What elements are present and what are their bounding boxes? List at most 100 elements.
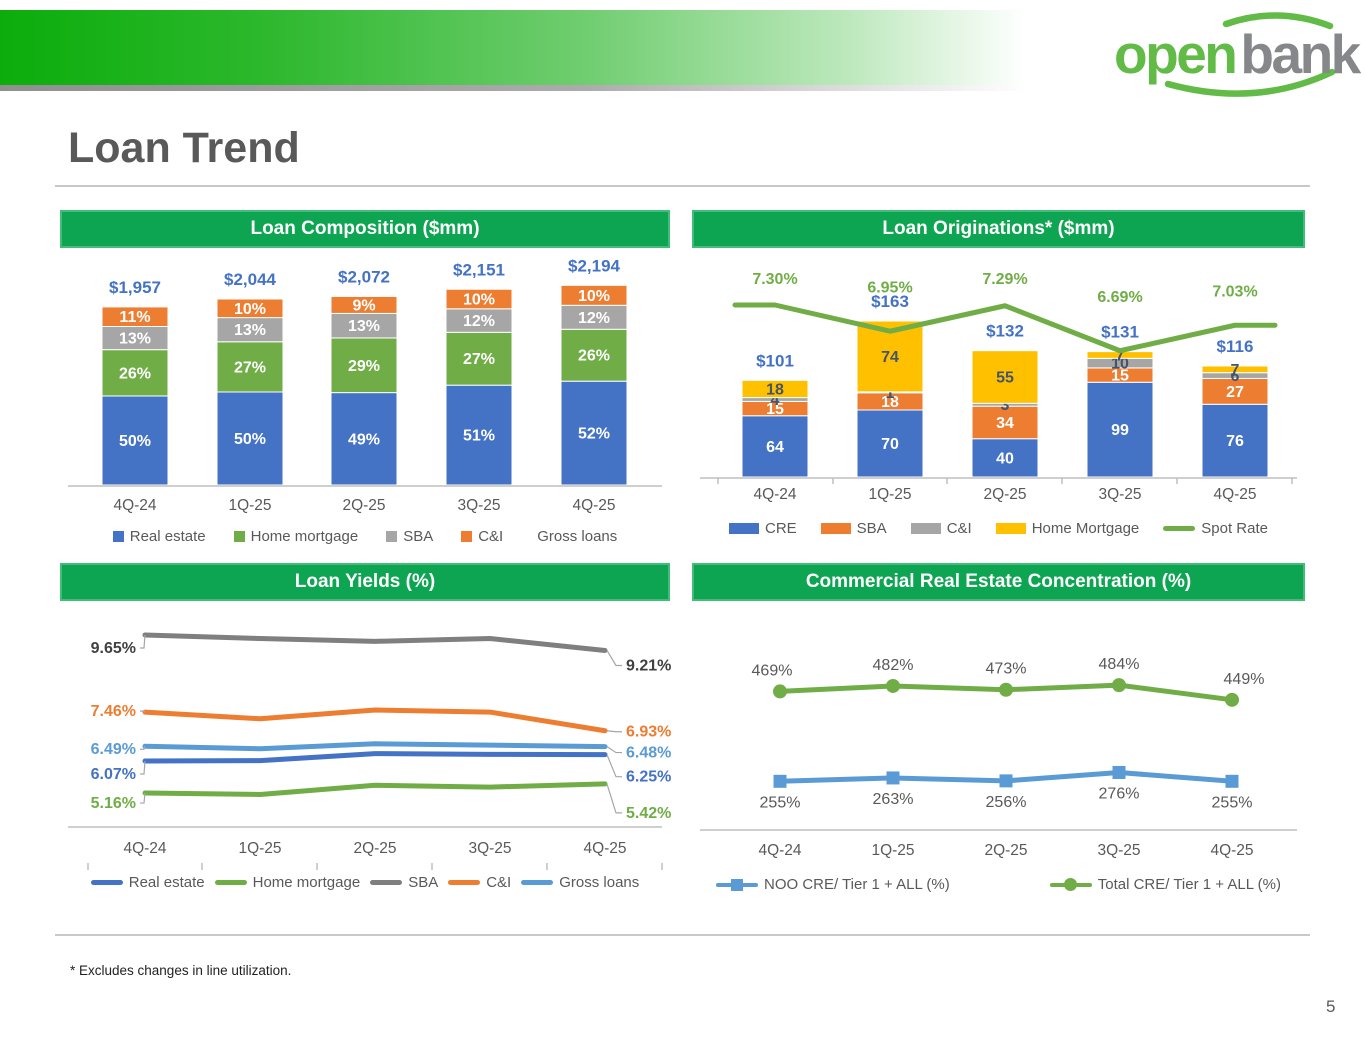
bar-segment-label: 13%	[348, 318, 380, 335]
series-start-label: 7.46%	[91, 703, 136, 720]
bar-segment	[560, 380, 628, 486]
callout-connector	[606, 650, 622, 667]
category-label: 1Q-25	[868, 486, 911, 503]
category-label: 4Q-25	[572, 497, 615, 514]
category-label: 2Q-25	[984, 842, 1027, 859]
bar-segment	[971, 405, 1039, 440]
bar-segment-label: 10%	[463, 292, 495, 309]
bar-segment-label: 29%	[348, 358, 380, 375]
legend-marker-square	[233, 531, 245, 542]
spot-rate-label: 7.30%	[752, 271, 797, 288]
legend-item: Home mortgage	[214, 874, 361, 891]
legend-loan-composition: Real estate Home mortgage SBA C&I Gross loan…	[60, 528, 670, 545]
header-gradient-bar	[0, 10, 1058, 85]
bar-total-label: $1,957	[109, 278, 161, 297]
bar-segment	[1086, 381, 1154, 478]
series-end-label: 9.21%	[626, 657, 671, 674]
bar-segment	[1201, 377, 1269, 405]
callout-connector	[140, 760, 146, 775]
legend-label: CRE	[765, 520, 797, 537]
bar-total-label: $2,194	[568, 256, 621, 275]
cre-concentration-chart: 255% 263% 256% 276% 255% 469% 482% 473% 484% 449%…	[700, 656, 1297, 859]
bar-segment-label: 34	[996, 415, 1014, 432]
bar-segment-label: 10%	[234, 301, 266, 318]
legend-item: Real estate	[112, 528, 206, 545]
legend-label: Home mortgage	[252, 874, 361, 891]
bar-segment-label: 7	[1231, 362, 1240, 379]
series-start-label: 5.16%	[91, 795, 136, 812]
bar-segment-label: 13%	[234, 322, 266, 339]
legend-marker-hline	[214, 880, 247, 885]
bar-segment	[216, 298, 284, 319]
series-end-label: 5.42%	[626, 805, 671, 822]
legend-marker-rect	[910, 523, 941, 534]
header-shadow-line	[0, 85, 1060, 91]
data-label: 484%	[1099, 656, 1140, 673]
data-label: 276%	[1099, 785, 1140, 802]
category-label: 4Q-24	[123, 840, 166, 857]
bar-segment	[445, 384, 513, 486]
bar-segment-label: 18	[766, 381, 784, 398]
bar-segment	[445, 288, 513, 310]
logo-word-open: open	[1114, 23, 1238, 85]
callout-connector	[140, 710, 146, 713]
category-label: 2Q-25	[342, 497, 385, 514]
bar-segment	[101, 395, 169, 486]
bar-total-label: $2,072	[338, 267, 390, 286]
bar-segment-label: 12%	[463, 313, 495, 330]
legend-label: Gross loans	[559, 874, 640, 891]
legend-label: Home Mortgage	[1031, 520, 1140, 537]
data-point-marker	[1112, 678, 1126, 693]
legend-item: Gross loans	[531, 528, 617, 545]
data-label: 482%	[873, 657, 914, 674]
legend-label: SBA	[408, 874, 439, 891]
legend-marker-rect	[995, 523, 1026, 534]
data-label: 255%	[1212, 794, 1253, 811]
legend-point	[730, 878, 743, 891]
footer-divider	[55, 934, 1310, 936]
logo-swoosh-icon	[1164, 12, 1336, 97]
legend-item: SBA	[386, 528, 433, 545]
panel-title-loan-originations: Loan Originations* ($mm)	[692, 210, 1305, 248]
bar-segment	[216, 391, 284, 486]
bar-segment	[560, 284, 628, 306]
bar-segment	[741, 379, 809, 399]
series-start-label: 6.49%	[91, 741, 136, 758]
callout-connector	[606, 783, 622, 814]
bar-segment-label: 40	[996, 450, 1014, 467]
callout-connector	[606, 754, 622, 778]
bar-total-label: $131	[1101, 323, 1139, 342]
bar-segment-label: 13%	[119, 331, 151, 348]
bar-segment	[216, 317, 284, 343]
bar-segment	[1201, 365, 1269, 374]
category-label: 4Q-25	[1210, 842, 1253, 859]
bar-segment-label: 74	[881, 349, 899, 366]
legend-item: Home mortgage	[233, 528, 358, 545]
bar-total-label: $163	[871, 292, 909, 311]
bar-segment	[856, 409, 924, 478]
category-label: 1Q-25	[228, 497, 271, 514]
data-point-marker	[886, 678, 900, 693]
category-label: 2Q-25	[353, 840, 396, 857]
bar-segment-label: 7	[1116, 347, 1125, 364]
category-label: 3Q-25	[1098, 486, 1141, 503]
series-line-SBA	[142, 632, 608, 653]
data-point-marker	[999, 774, 1013, 788]
data-label: 449%	[1224, 671, 1265, 688]
category-label: 2Q-25	[983, 486, 1026, 503]
bar-segment-label: 15	[1111, 368, 1129, 385]
bar-segment-label: 26%	[119, 365, 151, 382]
category-label: 4Q-24	[758, 842, 801, 859]
legend-label: Real estate	[128, 874, 205, 891]
bar-segment-label: 64	[766, 439, 784, 456]
series-end-label: 6.48%	[626, 745, 671, 762]
bar-total-label: $132	[986, 322, 1024, 341]
data-point-marker	[773, 774, 787, 788]
page-title: Loan Trend	[68, 124, 300, 172]
legend-label: Spot Rate	[1201, 520, 1268, 537]
legend-marker-hline	[1163, 526, 1196, 531]
loan-originations-chart: 6415418$1014Q-247018174$1631Q-254034355$…	[700, 271, 1297, 503]
legend-point	[1064, 878, 1078, 891]
spot-rate-label: 6.95%	[867, 279, 912, 296]
